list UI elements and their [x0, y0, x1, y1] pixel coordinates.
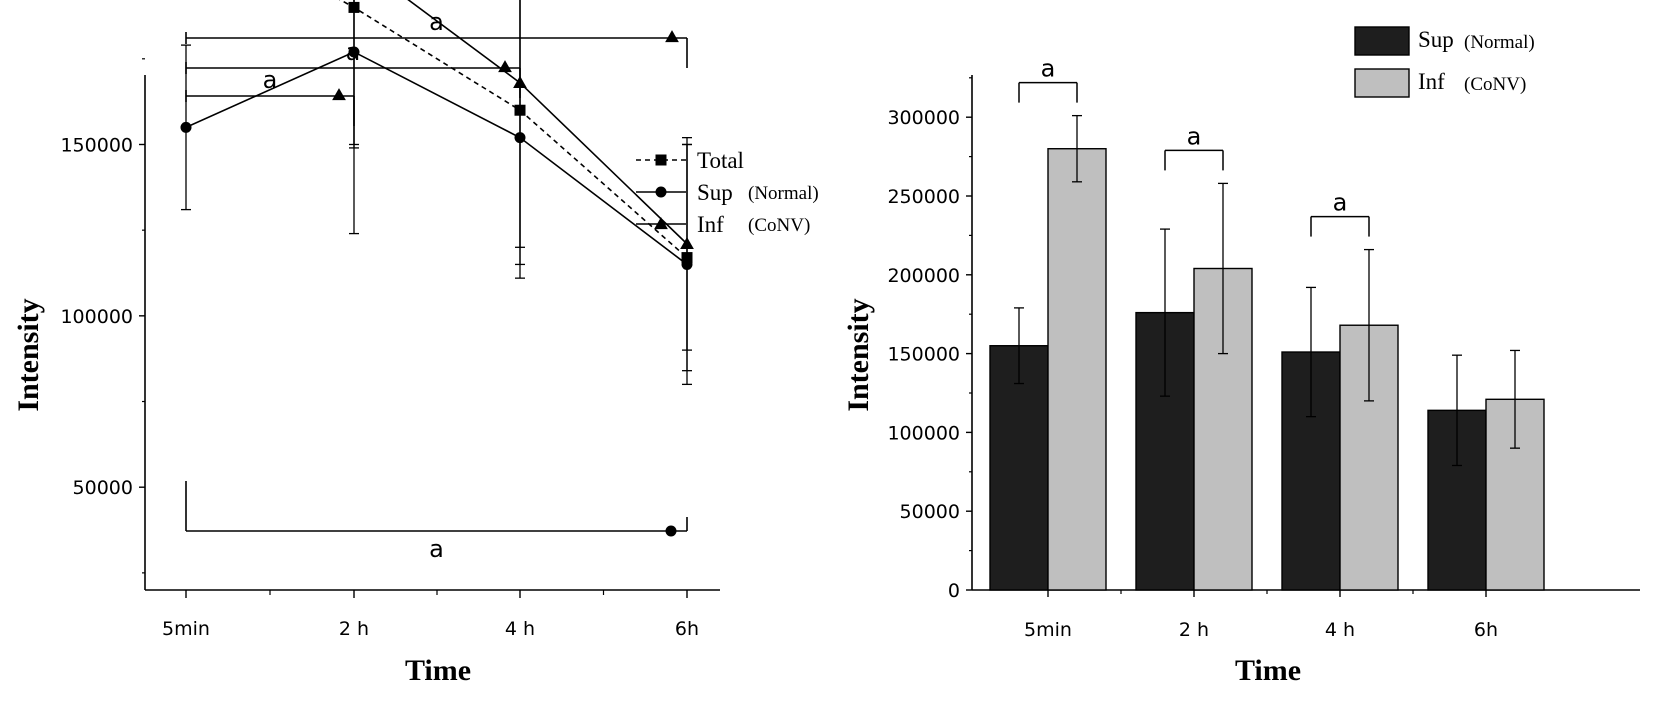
bar-chart-y-tick-label: 200000: [887, 265, 960, 287]
line-series-inf-point: [680, 236, 694, 250]
bar-chart-x-tick-label: 5min: [1024, 619, 1072, 641]
legend-marker-sup: [655, 186, 667, 198]
line-chart-x-tick-label: 2 h: [339, 618, 369, 640]
line-chart-sig-marker: [332, 88, 346, 101]
line-series-sup-point: [180, 121, 192, 133]
bar-chart-x-tick-label: 4 h: [1325, 619, 1355, 641]
legend-swatch-inf: [1354, 68, 1410, 98]
line-chart-y-title: Intensity: [12, 298, 45, 411]
legend-sublabel-inf: (CoNV): [748, 215, 810, 236]
line-chart-series: [180, 0, 694, 386]
legend-marker-total: [655, 154, 667, 166]
bar-chart-y-ticks: 0 50000 100000 150000 200000 250000 300000: [887, 77, 972, 602]
bar-chart-y-title: Intensity: [842, 298, 875, 411]
line-series-total-line: [338, 0, 688, 259]
line-chart-axes: [144, 75, 720, 591]
bar-chart-sig-label: a: [1187, 122, 1202, 150]
line-series-sup-line: [185, 51, 688, 266]
bar-chart-sig-label: a: [1041, 55, 1056, 83]
bar-series-inf: [1047, 114, 1545, 591]
legend-marker-inf: [654, 217, 668, 230]
line-chart-legend: Total Sup (Normal) Inf (CoNV): [636, 148, 819, 237]
legend-label-inf: Inf: [1418, 69, 1445, 94]
bar-sup: [989, 345, 1049, 591]
line-chart-x-tick-label: 6h: [675, 618, 699, 640]
line-chart-sig-label: a: [429, 535, 444, 563]
line-chart-x-tick-label: 5min: [162, 618, 210, 640]
legend-sublabel-inf: (CoNV): [1464, 74, 1526, 95]
bar-chart-legend: Sup (Normal) Inf (CoNV): [1354, 26, 1535, 98]
legend-swatch-sup: [1354, 26, 1410, 56]
bar-chart-y-tick-label: 0: [948, 580, 960, 602]
bar-chart-annotations: a a a: [1018, 55, 1370, 237]
bar-chart: 0 50000 100000 150000 200000 250000 300000 5mi…: [842, 26, 1640, 687]
legend-label-sup: Sup: [1418, 27, 1454, 52]
legend-sublabel-sup: (Normal): [1464, 32, 1535, 53]
bar-series-sup: [989, 228, 1487, 591]
legend-label-total: Total: [697, 148, 744, 173]
line-chart-annotations: aaaa: [185, 8, 688, 563]
legend-sublabel-sup: (Normal): [748, 183, 819, 204]
line-chart-sig-marker: [665, 525, 677, 537]
line-chart-y-tick-label: 100000: [60, 306, 133, 328]
bar-chart-x-ticks: 5min 2 h 4 h 6h: [1024, 590, 1498, 641]
bar-chart-x-title: Time: [1235, 654, 1301, 687]
bar-chart-y-tick-label: 250000: [887, 186, 960, 208]
bar-inf: [1047, 148, 1107, 591]
legend-label-inf: Inf: [697, 212, 724, 237]
bar-chart-sig-label: a: [1333, 189, 1348, 217]
bar-chart-y-tick-label: 100000: [887, 422, 960, 444]
bar-chart-bars: [989, 114, 1545, 591]
line-chart-x-ticks: 5min 2 h 4 h 6h: [162, 590, 699, 640]
bar-chart-y-tick-label: 50000: [900, 501, 960, 523]
line-series-inf-point: [513, 75, 527, 88]
bar-chart-y-tick-label: 150000: [887, 344, 960, 366]
line-chart-x-tick-label: 4 h: [505, 618, 535, 640]
line-chart-sig-label: a: [429, 8, 444, 36]
line-chart-y-tick-label: 50000: [73, 477, 133, 499]
bar-chart-x-tick-label: 6h: [1474, 619, 1498, 641]
bar-chart-y-tick-label: 300000: [887, 107, 960, 129]
legend-label-sup: Sup: [697, 180, 733, 205]
line-series-total: [338, 0, 693, 372]
bar-chart-x-tick-label: 2 h: [1179, 619, 1209, 641]
line-chart-sig-marker: [498, 60, 512, 73]
line-chart-sig-label: a: [263, 66, 278, 94]
line-chart-x-title: Time: [405, 654, 471, 687]
line-series-inf-line: [407, 0, 688, 245]
line-series-inf: [349, 0, 694, 351]
line-chart-sig-marker: [665, 30, 679, 43]
line-chart-y-tick-label: 150000: [60, 134, 133, 156]
